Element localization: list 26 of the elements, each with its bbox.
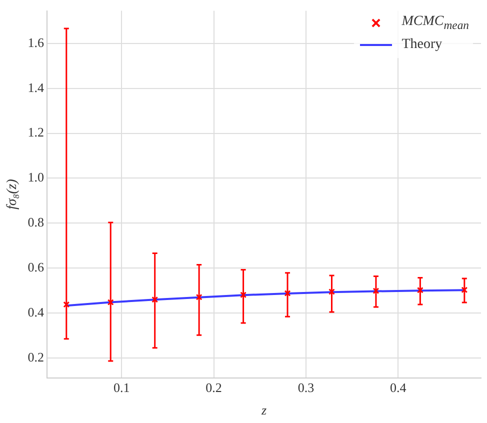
- x-tick-label: 0.4: [390, 380, 407, 396]
- point: [372, 288, 380, 294]
- point: [284, 290, 291, 297]
- y-tick-label: 0.4: [28, 304, 45, 320]
- legend-label: MCMC$_{mean}$: [402, 14, 469, 32]
- point: [63, 301, 70, 308]
- y-tick-label: 1.4: [28, 80, 45, 95]
- point: [416, 286, 424, 294]
- x-tick-label: 0.1: [114, 380, 130, 396]
- point: [107, 299, 114, 306]
- y-tick-label: 0.6: [28, 260, 45, 275]
- point: [152, 296, 158, 303]
- x-tick-label: 0.2: [206, 380, 222, 396]
- y-axis-title: fσ₈(z): [5, 178, 20, 210]
- y-tick-label: 0.2: [28, 349, 44, 364]
- point: [240, 292, 247, 298]
- y-tick-label: 1.0: [28, 170, 44, 185]
- y-tick-label: 0.8: [28, 214, 44, 230]
- x-axis-title: z: [260, 402, 267, 418]
- y-tick-label: 1.2: [28, 124, 44, 140]
- y-tick-label: 1.6: [28, 34, 45, 50]
- x-tick-label: 0.3: [298, 380, 314, 396]
- point: [328, 288, 335, 295]
- legend-label: Theory: [402, 37, 442, 53]
- point: [461, 286, 468, 294]
- point: [196, 294, 202, 300]
